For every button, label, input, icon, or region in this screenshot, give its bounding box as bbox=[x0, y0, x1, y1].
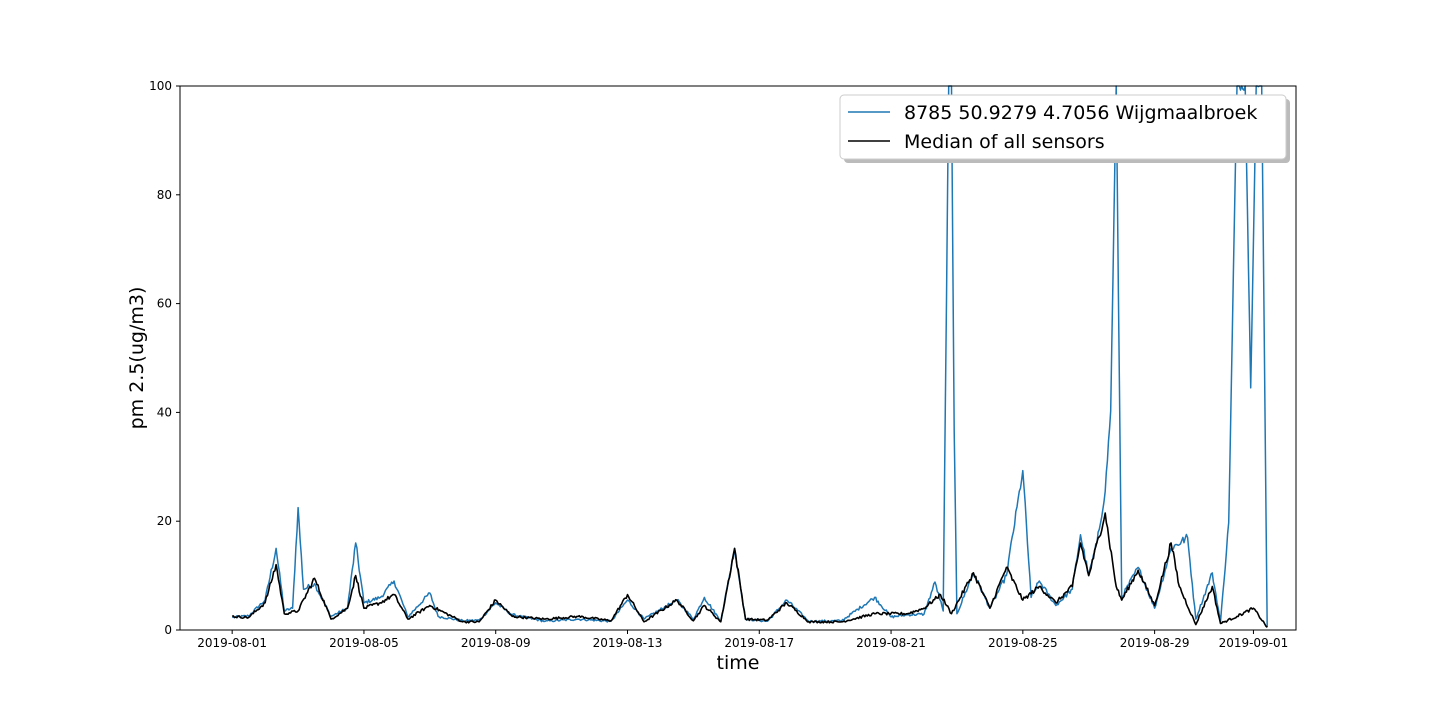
y-tick-label: 80 bbox=[157, 188, 172, 202]
x-tick-label: 2019-08-13 bbox=[593, 636, 663, 650]
legend-label-sensor: 8785 50.9279 4.7056 Wijgmaalbroek bbox=[904, 102, 1257, 124]
plot-area bbox=[179, 85, 1297, 631]
x-tick-label: 2019-09-01 bbox=[1219, 636, 1289, 650]
x-axis-label: time bbox=[717, 652, 760, 674]
series-layer bbox=[231, 85, 1268, 628]
legend-box bbox=[839, 94, 1287, 160]
x-tick-label: 2019-08-25 bbox=[988, 636, 1058, 650]
legend: 8785 50.9279 4.7056 Wijgmaalbroek Median… bbox=[839, 94, 1290, 163]
x-tick-label: 2019-08-17 bbox=[724, 636, 794, 650]
series-line-median bbox=[231, 512, 1268, 628]
legend-label-median: Median of all sensors bbox=[904, 131, 1105, 153]
ticks-layer: 0 20 40 60 80 100 2019-08-01 2019-08-05 2019-08-… bbox=[149, 79, 1288, 650]
x-tick-label: 2019-08-05 bbox=[329, 636, 399, 650]
y-tick-label: 0 bbox=[164, 623, 172, 637]
x-tick-label: 2019-08-01 bbox=[197, 636, 267, 650]
x-tick-label: 2019-08-29 bbox=[1120, 636, 1190, 650]
x-tick-label: 2019-08-09 bbox=[461, 636, 531, 650]
y-tick-label: 60 bbox=[157, 297, 172, 311]
y-axis-label: pm 2.5(ug/m3) bbox=[126, 287, 148, 430]
y-tick-label: 40 bbox=[157, 405, 172, 419]
y-tick-label: 20 bbox=[157, 514, 172, 528]
x-tick-label: 2019-08-21 bbox=[856, 636, 926, 650]
y-tick-label: 100 bbox=[149, 79, 172, 93]
